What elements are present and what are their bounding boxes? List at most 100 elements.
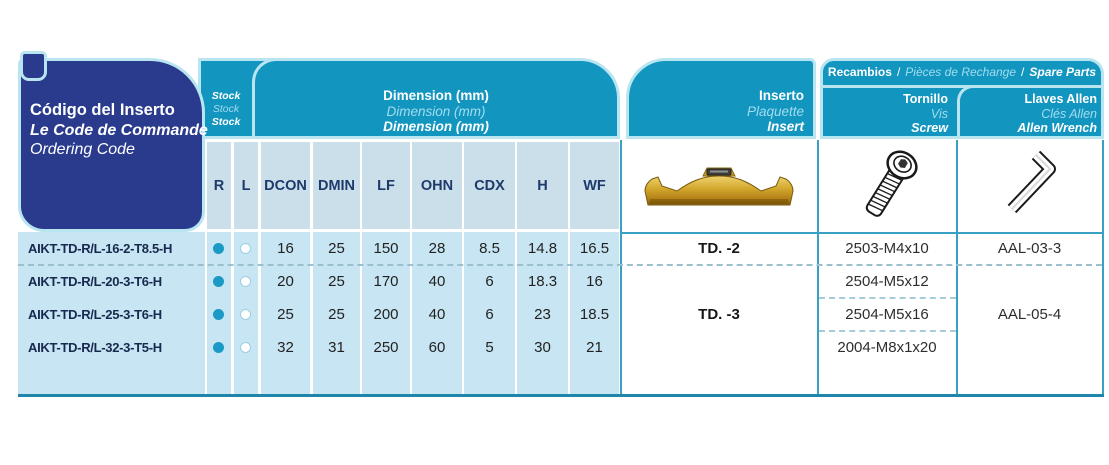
page-title-es: Código del Inserto: [30, 101, 175, 119]
cell-wf: 16: [586, 273, 603, 290]
cell-wf: 18.5: [579, 306, 610, 323]
allen-label-en: Allen Wrench: [1017, 121, 1097, 135]
cell-h: 14.8: [527, 240, 558, 257]
screw-separator-dashed: [819, 297, 956, 299]
stock-label-es: Stock: [211, 90, 241, 102]
stock-r-dot-filled: [213, 342, 224, 353]
separator-slash: /: [1021, 64, 1025, 79]
stock-l-dot-hollow: [240, 309, 251, 320]
column-header-dcon: DCON: [261, 142, 310, 229]
cell-lf: 200: [373, 306, 399, 323]
cell-dcon: 16: [277, 240, 294, 257]
cell-dcon: 32: [277, 339, 294, 356]
stock-l-dot-hollow: [240, 276, 251, 287]
spare-parts-label-fr: Pièces de Rechange: [905, 64, 1017, 79]
row-separator-dashed: [18, 264, 1102, 266]
stock-r-dot-filled: [213, 243, 224, 254]
cell-wf: 21: [586, 339, 603, 356]
h-column-strip: [517, 232, 568, 394]
cell-wf: 16.5: [579, 240, 610, 257]
insert-label-es: Inserto: [758, 88, 804, 103]
cell-cdx: 5: [485, 339, 494, 356]
table-bottom-rule: [18, 394, 1104, 397]
grid-line-vertical: [620, 140, 622, 394]
cell-cdx: 8.5: [479, 240, 500, 257]
dimension-corner-divider: [252, 58, 312, 139]
grid-line-horizontal: [621, 232, 1104, 234]
grid-line-vertical: [1102, 140, 1104, 394]
stock-r-dot-filled: [213, 276, 224, 287]
dimension-label-en: Dimension (mm): [383, 119, 489, 134]
screw-label-fr: Vis: [930, 106, 948, 121]
insert-label-en: Insert: [767, 119, 804, 134]
stock-r-dot-filled: [213, 309, 224, 320]
column-header-ohn: OHN: [412, 142, 462, 229]
insert-header: Inserto Plaquette Insert: [626, 88, 804, 135]
table-row-code: AIKT-TD-R/L-25-3-T6-H: [28, 307, 162, 322]
column-header-h: H: [517, 142, 568, 229]
insert-photo: [643, 157, 795, 216]
cell-ohn: 28: [428, 240, 446, 257]
dimension-label-fr: Dimension (mm): [386, 103, 486, 119]
allen-key-row1: AAL-03-3: [997, 240, 1062, 257]
screw-label-es: Tornillo: [903, 92, 948, 106]
cell-ohn: 60: [428, 339, 446, 356]
screw-code: 2503-M4x10: [845, 240, 929, 257]
separator-slash: /: [896, 64, 901, 79]
allen-label-es: Llaves Allen: [1024, 92, 1098, 106]
stock-label-en: Stock: [211, 116, 241, 128]
spare-parts-label-en: Spare Parts: [1029, 64, 1097, 79]
stock-l-dot-hollow: [240, 243, 251, 254]
table-row-code: AIKT-TD-R/L-16-2-T8.5-H: [28, 241, 173, 256]
dmin-column-strip: [313, 232, 360, 394]
dcon-column-strip: [261, 232, 310, 394]
screw-drawing: [846, 141, 930, 238]
cell-lf: 250: [373, 339, 399, 356]
ordering-code-title: Código del Inserto Le Code de Commande O…: [30, 101, 208, 160]
code-column-strip: [18, 232, 205, 394]
cell-lf: 150: [373, 240, 399, 257]
stock-label-fr: Stock: [212, 103, 240, 115]
insert-label-fr: Plaquette: [746, 103, 804, 119]
stock-l-dot-hollow: [240, 342, 251, 353]
stock-header: Stock Stock Stock: [201, 90, 251, 129]
allen-key-rows2-4: AAL-05-4: [997, 306, 1062, 323]
cell-ohn: 40: [428, 273, 446, 290]
cell-cdx: 6: [485, 273, 494, 290]
cell-dmin: 25: [328, 273, 345, 290]
table-row-code: AIKT-TD-R/L-32-3-T5-H: [28, 340, 162, 355]
cell-h: 30: [534, 339, 551, 356]
spare-parts-header: Recambios / Pièces de Rechange / Spare P…: [820, 58, 1104, 88]
page-title-en: Ordering Code: [30, 141, 135, 158]
screw-code: 2504-M5x12: [845, 273, 929, 290]
insert-type-rows2-4: TD. -3: [698, 306, 740, 323]
cell-dcon: 20: [277, 273, 294, 290]
table-row-code: AIKT-TD-R/L-20-3-T6-H: [28, 274, 162, 289]
cell-cdx: 6: [485, 306, 494, 323]
grid-line-vertical: [817, 140, 819, 394]
column-header-l: L: [234, 142, 258, 229]
spare-parts-label-es: Recambios: [827, 64, 892, 79]
cell-dmin: 25: [328, 240, 345, 257]
screw-header: Tornillo Vis Screw: [820, 92, 948, 136]
column-header-cdx: CDX: [464, 142, 515, 229]
allen-wrench-header: Llaves Allen Clés Allen Allen Wrench: [957, 92, 1097, 136]
dimension-label-es: Dimension (mm): [383, 88, 489, 103]
lf-column-strip: [362, 232, 410, 394]
cell-ohn: 40: [428, 306, 446, 323]
allen-corner-divider: [957, 85, 1001, 139]
column-header-wf: WF: [570, 142, 619, 229]
column-header-dmin: DMIN: [313, 142, 360, 229]
cell-h: 18.3: [527, 273, 558, 290]
screw-code: 2504-M5x16: [845, 306, 929, 323]
ohn-column-strip: [412, 232, 462, 394]
page-title-fr: Le Code de Commande: [30, 121, 208, 139]
ordering-code-header-box: [18, 58, 205, 232]
cell-dmin: 31: [328, 339, 345, 356]
screw-code: 2004-M8x1x20: [837, 339, 937, 356]
grid-line-vertical: [956, 140, 958, 394]
dimension-header: Dimension (mm) Dimension (mm) Dimension …: [255, 88, 617, 135]
cell-dmin: 25: [328, 306, 345, 323]
cell-h: 23: [534, 306, 551, 323]
